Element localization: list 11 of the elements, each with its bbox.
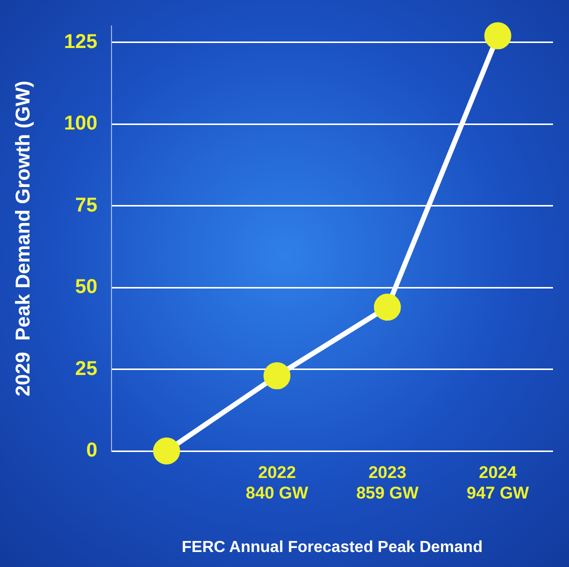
y-tick-label: 0: [86, 440, 98, 462]
y-tick-label: 50: [75, 276, 98, 298]
x-tick-label: 2023 859 GW: [356, 462, 420, 502]
y-tick-label: 100: [64, 112, 98, 135]
x-tick-label: 2022 840 GW: [246, 462, 310, 502]
y-tick-label: 75: [75, 194, 98, 216]
x-axis-title: FERC Annual Forecasted Peak Demand: [182, 538, 483, 556]
x-tick-label: 2024 947 GW: [466, 462, 530, 502]
y-tick-label: 125: [64, 30, 98, 53]
y-axis-title: 2029 Peak Demand Growth (GW): [12, 80, 35, 396]
y-tick-label: 25: [75, 358, 98, 380]
